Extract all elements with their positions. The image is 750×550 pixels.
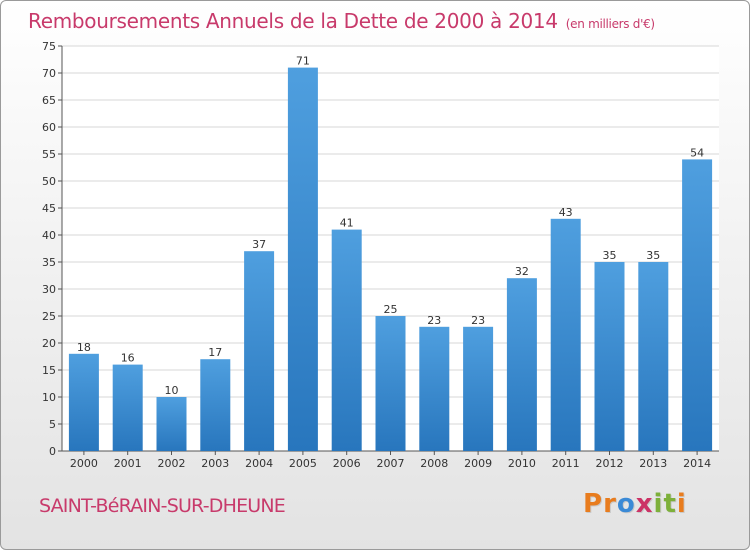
data-label: 54	[690, 146, 704, 159]
bar	[156, 397, 187, 451]
data-label: 41	[340, 217, 354, 230]
x-tick-label: 2007	[377, 457, 405, 470]
y-tick-label: 35	[42, 256, 56, 269]
x-tick-label: 2006	[333, 457, 361, 470]
y-tick-label: 75	[42, 40, 56, 53]
bar	[112, 364, 143, 451]
y-tick-label: 65	[42, 94, 56, 107]
y-tick-label: 60	[42, 121, 56, 134]
x-tick-label: 2011	[552, 457, 580, 470]
data-label: 23	[471, 314, 485, 327]
logo-letter: P	[583, 489, 604, 519]
x-tick-label: 2003	[201, 457, 229, 470]
x-tick-label: 2010	[508, 457, 536, 470]
y-tick-label: 40	[42, 229, 56, 242]
logo-letter: o	[616, 489, 636, 519]
x-tick-label: 2005	[289, 457, 317, 470]
data-label: 25	[384, 303, 398, 316]
data-label: 16	[121, 352, 135, 365]
data-label: 43	[559, 206, 573, 219]
x-tick-label: 2008	[420, 457, 448, 470]
proxiti-logo: Proxiti	[583, 489, 687, 519]
y-tick-label: 5	[49, 418, 56, 431]
data-label: 32	[515, 265, 529, 278]
x-tick-label: 2013	[639, 457, 667, 470]
logo-letter: x	[635, 489, 654, 519]
bar	[506, 278, 537, 451]
data-label: 35	[646, 249, 660, 262]
y-tick-label: 70	[42, 67, 56, 80]
x-tick-label: 2012	[596, 457, 624, 470]
y-tick-label: 0	[49, 445, 56, 458]
x-tick-label: 2004	[245, 457, 273, 470]
data-label: 37	[252, 238, 266, 251]
subtitle: (en milliers d'€)	[565, 17, 655, 31]
logo-letter: i	[653, 489, 664, 519]
bar	[682, 159, 713, 451]
y-tick-label: 25	[42, 310, 56, 323]
x-tick-label: 2014	[683, 457, 711, 470]
y-tick-label: 10	[42, 391, 56, 404]
y-tick-label: 45	[42, 202, 56, 215]
bar	[200, 359, 231, 451]
bar	[550, 218, 581, 451]
x-tick-label: 2001	[114, 457, 142, 470]
y-tick-label: 55	[42, 148, 56, 161]
data-label: 17	[208, 346, 222, 359]
chart-title: Remboursements Annuels de la Dette de 20…	[28, 9, 655, 33]
bar	[331, 229, 362, 451]
title-text: Remboursements Annuels de la Dette de 20…	[28, 9, 558, 33]
bar	[244, 251, 275, 451]
bar	[638, 262, 669, 451]
y-tick-label: 15	[42, 364, 56, 377]
data-label: 18	[77, 341, 91, 354]
bar	[287, 67, 318, 451]
data-label: 23	[427, 314, 441, 327]
bar	[419, 326, 450, 451]
data-label: 10	[165, 384, 179, 397]
bar	[68, 353, 99, 451]
bar	[594, 262, 625, 451]
data-label: 35	[603, 249, 617, 262]
y-tick-label: 20	[42, 337, 56, 350]
logo-letter: r	[603, 489, 617, 519]
logo-letter: t	[663, 489, 677, 519]
logo-letter: i	[676, 489, 687, 519]
bar	[463, 326, 494, 451]
data-label: 71	[296, 55, 310, 68]
y-tick-label: 50	[42, 175, 56, 188]
x-tick-label: 2000	[70, 457, 98, 470]
bar	[375, 316, 406, 451]
x-tick-label: 2009	[464, 457, 492, 470]
commune-name: SAINT-BéRAIN-SUR-DHEUNE	[39, 495, 286, 517]
x-tick-label: 2002	[158, 457, 186, 470]
y-tick-label: 30	[42, 283, 56, 296]
